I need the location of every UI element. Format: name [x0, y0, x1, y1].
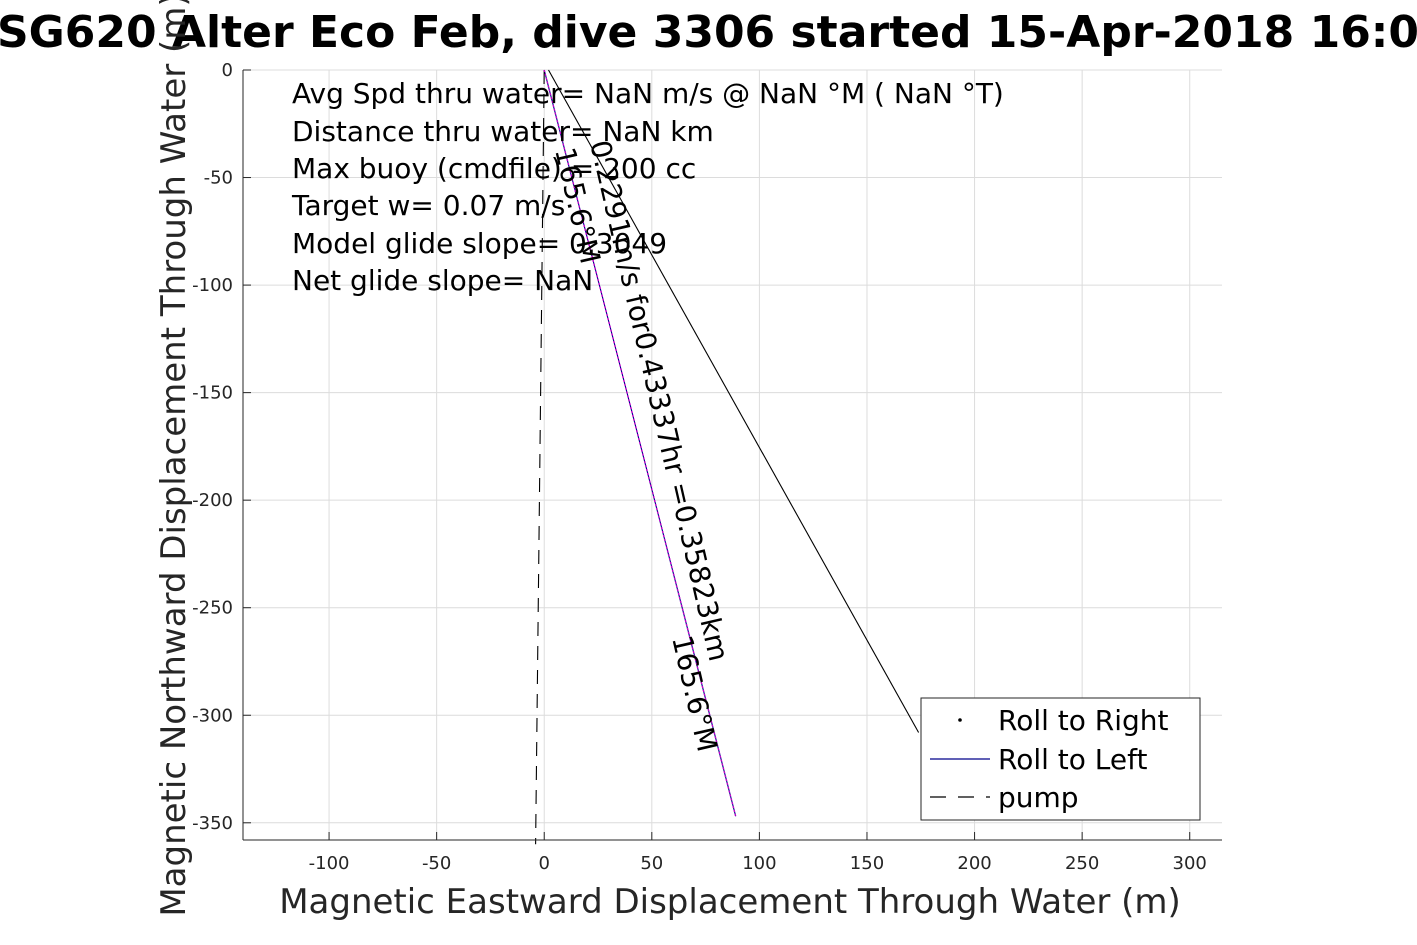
y-tick-labels: 0 -50 -100 -150 -200 -250 -300 -350 [192, 60, 251, 834]
legend-marker-roll-right [958, 718, 962, 722]
x-tick-label: 150 [850, 853, 884, 874]
x-tick-label: -100 [309, 853, 350, 874]
annotation-net-glide-slope: Net glide slope= NaN [292, 264, 593, 297]
y-tick-label: -150 [192, 383, 233, 404]
legend-label-roll-right: Roll to Right [998, 704, 1169, 737]
x-tick-label: 50 [640, 853, 663, 874]
series-layer [535, 69, 920, 845]
x-tick-label: 200 [957, 853, 991, 874]
x-tick-label: 300 [1173, 853, 1207, 874]
annotation-model-glide-slope: Model glide slope= 0.3049 [292, 227, 667, 260]
x-tick-labels: -100 -50 0 50 100 150 200 250 300 [309, 832, 1207, 874]
chart-title: SG620 Alter Eco Feb, dive 3306 started 1… [0, 7, 1417, 58]
y-tick-label: -300 [192, 705, 233, 726]
dive-stats-annotations: Avg Spd thru water= NaN m/s @ NaN °M ( N… [291, 77, 1004, 297]
y-tick-label: -350 [192, 813, 233, 834]
y-tick-label: 0 [222, 60, 233, 81]
x-tick-label: 0 [539, 853, 550, 874]
x-tick-label: 100 [742, 853, 776, 874]
legend-label-pump: pump [998, 781, 1079, 814]
series-line-3 [543, 69, 737, 817]
y-tick-label: -50 [204, 168, 233, 189]
y-tick-label: -200 [192, 490, 233, 511]
y-tick-label: -250 [192, 598, 233, 619]
annotation-avg-speed: Avg Spd thru water= NaN m/s @ NaN °M ( N… [292, 77, 1004, 110]
x-axis-label: Magnetic Eastward Displacement Through W… [279, 882, 1181, 922]
annotation-target-w: Target w= 0.07 m/s [291, 189, 565, 222]
series-line-2 [535, 69, 545, 845]
x-tick-label: -50 [422, 853, 451, 874]
series-line-4 [548, 69, 920, 733]
annotation-max-buoy: Max buoy (cmdfile) = 200 cc [292, 152, 696, 185]
y-tick-label: -100 [192, 275, 233, 296]
legend: Roll to Right Roll to Left pump [920, 697, 1201, 821]
x-tick-label: 250 [1065, 853, 1099, 874]
legend-label-roll-left: Roll to Left [998, 743, 1147, 776]
y-axis-label: Magnetic Northward Displacement Through … [154, 0, 194, 917]
annotation-distance: Distance thru water= NaN km [292, 115, 714, 148]
